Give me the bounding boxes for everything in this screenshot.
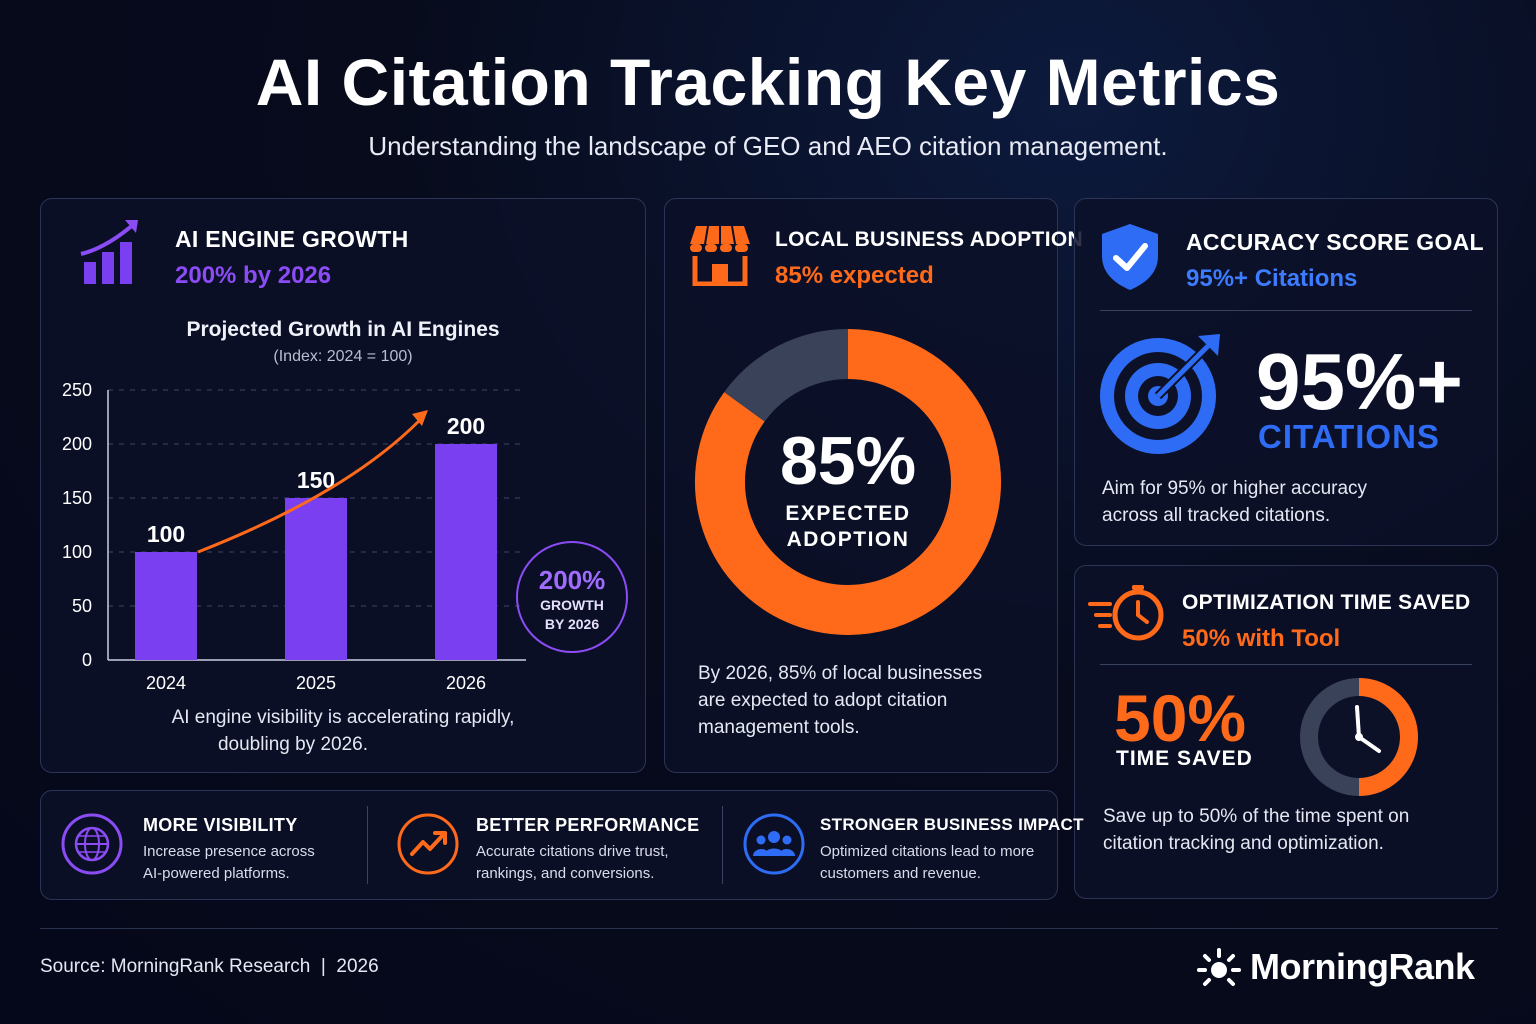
globe-icon <box>61 813 123 875</box>
growth-card <box>40 198 646 773</box>
footer-divider <box>40 928 1498 929</box>
benefit-separator <box>367 806 368 884</box>
adoption-caption-line: management tools. <box>698 717 860 738</box>
y-tick-label: 100 <box>62 542 92 562</box>
target-icon <box>1100 334 1220 454</box>
benefit-title-impact: STRONGER BUSINESS IMPACT <box>820 815 1084 834</box>
storefront-icon <box>690 225 750 286</box>
accuracy-caption-line: Aim for 95% or higher accuracy <box>1102 478 1368 499</box>
time-card-title: OPTIMIZATION TIME SAVED <box>1182 591 1471 614</box>
benefit-text-performance: Accurate citations drive trust, rankings… <box>476 841 669 885</box>
donut-value: 85% <box>779 423 917 499</box>
y-tick-label: 50 <box>72 596 92 616</box>
accuracy-card-title: ACCURACY SCORE GOAL <box>1186 229 1484 255</box>
x-tick-label: 2024 <box>146 673 186 693</box>
bar-2025 <box>285 498 347 660</box>
time-caption-line: citation tracking and optimization. <box>1103 833 1384 854</box>
clock-icon <box>1300 678 1418 796</box>
adoption-card-subtitle: 85% expected <box>775 262 934 289</box>
growth-card-subtitle: 200% by 2026 <box>175 262 332 289</box>
growth-badge-line2: BY 2026 <box>544 616 600 632</box>
growth-badge-value: 200% <box>538 565 606 595</box>
y-tick-label: 200 <box>62 434 92 454</box>
trend-up-icon <box>397 813 459 875</box>
clock-center <box>1355 733 1363 741</box>
source-text: Source: MorningRank Research | 2026 <box>40 956 379 977</box>
benefit-line: customers and revenue. <box>820 865 981 882</box>
adoption-caption: By 2026, 85% of local businesses are exp… <box>698 660 982 741</box>
donut-slice-0 <box>695 329 1001 635</box>
benefit-text-impact: Optimized citations lead to more custome… <box>820 841 1034 885</box>
y-tick-label: 250 <box>62 380 92 400</box>
x-tick-label: 2025 <box>296 673 336 693</box>
sunburst-logo-icon <box>1197 948 1241 986</box>
benefit-separator <box>722 806 723 884</box>
fast-clock-icon <box>1088 585 1164 641</box>
time-caption-line: Save up to 50% of the time spent on <box>1103 806 1410 827</box>
donut-label-line2: ADOPTION <box>786 528 910 551</box>
time-big-value: 50% <box>1114 681 1247 755</box>
y-tick-label: 0 <box>82 650 92 670</box>
accuracy-divider <box>1100 310 1472 311</box>
brand-name: MorningRank <box>1250 946 1475 987</box>
page-subtitle: Understanding the landscape of GEO and A… <box>368 131 1168 161</box>
bar-2026 <box>435 444 497 660</box>
growth-chart-icon <box>80 220 138 284</box>
trend-arrow <box>197 418 422 554</box>
accuracy-big-label: CITATIONS <box>1258 418 1440 455</box>
people-icon <box>743 813 805 875</box>
benefits-strip <box>40 790 1058 900</box>
benefit-line: AI-powered platforms. <box>143 865 290 882</box>
growth-caption-line2: doubling by 2026. <box>217 734 368 755</box>
accuracy-caption: Aim for 95% or higher accuracy across al… <box>1102 475 1367 529</box>
benefit-line: Increase presence across <box>143 843 315 860</box>
bar-data-label: 200 <box>447 413 485 439</box>
bar-data-label: 100 <box>147 521 185 547</box>
accuracy-big-value: 95%+ <box>1256 337 1463 426</box>
clock-hand-minute <box>1355 705 1361 739</box>
benefit-line: rankings, and conversions. <box>476 865 655 882</box>
adoption-donut-chart <box>695 329 1001 635</box>
time-divider <box>1100 664 1472 665</box>
y-tick-label: 150 <box>62 488 92 508</box>
growth-card-title: AI ENGINE GROWTH <box>175 226 409 252</box>
clock-hand-hour <box>1357 735 1381 753</box>
shield-check-icon <box>1102 224 1158 290</box>
benefit-line: Accurate citations drive trust, <box>476 843 669 860</box>
growth-badge-line1: GROWTH <box>540 597 604 613</box>
accuracy-card-subtitle: 95%+ Citations <box>1186 265 1358 292</box>
trend-arrow-head <box>412 410 428 426</box>
clock-progress <box>1358 678 1418 796</box>
benefit-title-performance: BETTER PERFORMANCE <box>476 815 700 835</box>
donut-label-line1: EXPECTED <box>785 502 911 525</box>
growth-badge: 200% GROWTH BY 2026 <box>516 541 628 653</box>
accuracy-caption-line: across all tracked citations. <box>1102 505 1331 526</box>
bar-2024 <box>135 552 197 660</box>
growth-caption-line1: AI engine visibility is accelerating rap… <box>171 707 515 728</box>
chart-note: (Index: 2024 = 100) <box>273 348 413 365</box>
adoption-caption-line: By 2026, 85% of local businesses <box>698 663 983 684</box>
x-tick-label: 2026 <box>446 673 486 693</box>
benefit-line: Optimized citations lead to more <box>820 843 1035 860</box>
time-caption: Save up to 50% of the time spent on cita… <box>1103 803 1409 857</box>
page-title: AI Citation Tracking Key Metrics <box>255 45 1281 119</box>
adoption-caption-line: are expected to adopt citation <box>698 690 948 711</box>
time-card-subtitle: 50% with Tool <box>1182 625 1341 652</box>
time-big-label: TIME SAVED <box>1116 747 1253 770</box>
chart-title: Projected Growth in AI Engines <box>186 318 500 341</box>
benefit-text-visibility: Increase presence across AI-powered plat… <box>143 841 315 885</box>
benefit-title-visibility: MORE VISIBILITY <box>143 815 298 835</box>
donut-slice-1 <box>724 329 849 423</box>
adoption-card-title: LOCAL BUSINESS ADOPTION <box>775 228 1083 251</box>
